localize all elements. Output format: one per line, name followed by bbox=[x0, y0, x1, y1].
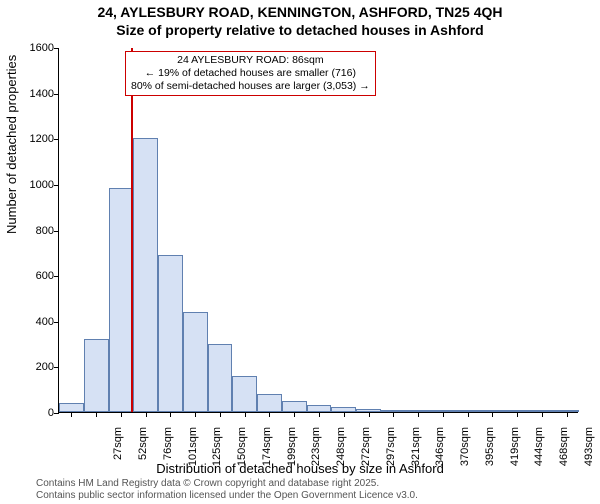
y-tick-label: 600 bbox=[4, 270, 54, 282]
x-tick-label: 101sqm bbox=[187, 427, 199, 477]
x-tick-label: 297sqm bbox=[385, 427, 397, 477]
x-tick-label: 150sqm bbox=[236, 427, 248, 477]
histogram-bar bbox=[282, 401, 307, 412]
title-line-2: Size of property relative to detached ho… bbox=[0, 22, 600, 40]
x-tick-label: 223sqm bbox=[310, 427, 322, 477]
x-tick-label: 174sqm bbox=[261, 427, 273, 477]
x-tick-label: 272sqm bbox=[360, 427, 372, 477]
y-tick-label: 400 bbox=[4, 316, 54, 328]
x-tick-label: 125sqm bbox=[211, 427, 223, 477]
histogram-bar bbox=[158, 255, 183, 412]
x-tick-label: 248sqm bbox=[335, 427, 347, 477]
annotation-line-2: ← 19% of detached houses are smaller (71… bbox=[131, 67, 370, 80]
histogram-bar bbox=[133, 138, 158, 412]
x-tick-label: 321sqm bbox=[410, 427, 422, 477]
footer-line-2: Contains public sector information licen… bbox=[36, 490, 418, 502]
plot-region: 24 AYLESBURY ROAD: 86sqm← 19% of detache… bbox=[58, 48, 578, 413]
x-tick-label: 370sqm bbox=[459, 427, 471, 477]
histogram-bar bbox=[183, 312, 208, 412]
footer-line-1: Contains HM Land Registry data © Crown c… bbox=[36, 478, 418, 490]
histogram-bar bbox=[109, 188, 134, 412]
annotation-line-3: 80% of semi-detached houses are larger (… bbox=[131, 80, 370, 93]
histogram-bar bbox=[84, 339, 109, 412]
x-tick-label: 27sqm bbox=[112, 427, 124, 477]
reference-line bbox=[131, 48, 133, 412]
y-tick-label: 1200 bbox=[4, 133, 54, 145]
y-tick-label: 1400 bbox=[4, 88, 54, 100]
y-tick-label: 800 bbox=[4, 225, 54, 237]
x-tick-label: 76sqm bbox=[162, 427, 174, 477]
histogram-bar bbox=[257, 394, 282, 412]
footer-attribution: Contains HM Land Registry data © Crown c… bbox=[36, 478, 418, 502]
x-tick-label: 493sqm bbox=[583, 427, 595, 477]
x-tick-label: 395sqm bbox=[484, 427, 496, 477]
title-line-1: 24, AYLESBURY ROAD, KENNINGTON, ASHFORD,… bbox=[0, 4, 600, 22]
y-tick-label: 1000 bbox=[4, 179, 54, 191]
x-tick-label: 468sqm bbox=[558, 427, 570, 477]
histogram-bar bbox=[59, 403, 84, 412]
x-tick-label: 444sqm bbox=[533, 427, 545, 477]
y-tick-label: 200 bbox=[4, 361, 54, 373]
chart-title: 24, AYLESBURY ROAD, KENNINGTON, ASHFORD,… bbox=[0, 4, 600, 39]
histogram-bar bbox=[208, 344, 233, 412]
annotation-box: 24 AYLESBURY ROAD: 86sqm← 19% of detache… bbox=[125, 51, 376, 96]
x-tick-label: 199sqm bbox=[286, 427, 298, 477]
y-tick-label: 0 bbox=[4, 407, 54, 419]
chart-area: 24 AYLESBURY ROAD: 86sqm← 19% of detache… bbox=[58, 48, 578, 413]
x-tick-label: 346sqm bbox=[434, 427, 446, 477]
annotation-line-1: 24 AYLESBURY ROAD: 86sqm bbox=[131, 54, 370, 67]
x-tick-label: 419sqm bbox=[509, 427, 521, 477]
histogram-bar bbox=[307, 405, 332, 412]
histogram-bar bbox=[232, 376, 257, 413]
y-tick-label: 1600 bbox=[4, 42, 54, 54]
x-tick-label: 52sqm bbox=[137, 427, 149, 477]
